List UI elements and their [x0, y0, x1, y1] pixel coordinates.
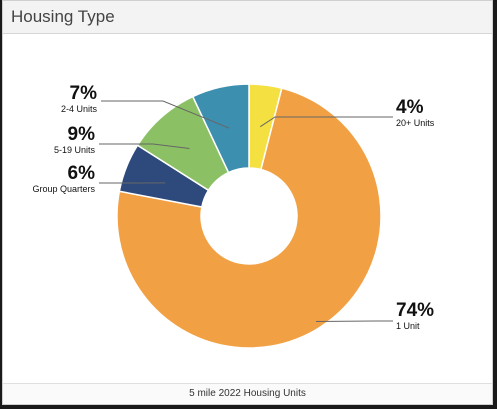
leader-line-20-units	[260, 116, 393, 128]
percent-label-20-units: 4%	[396, 97, 424, 118]
percent-label-2-4-units: 7%	[70, 83, 98, 104]
housing-type-donut-chart: 4%20+ Units 74%1 Unit 6%Group Quarters 9%5-…	[32, 83, 435, 349]
chart-caption: 5 mile 2022 Housing Units	[3, 383, 492, 404]
leader-line-5-19-units	[99, 143, 190, 149]
percent-label-5-19-units: 9%	[68, 124, 96, 145]
housing-type-card: Housing Type 4% 20+ Units 74% 1 Unit 6% Group…	[2, 0, 493, 405]
slice-1-unit	[116, 87, 382, 349]
category-label-5-19-units: 5-19 Units	[54, 145, 96, 155]
category-label-group-quarters: Group Quarters	[32, 184, 95, 194]
leader-line-1-unit	[315, 320, 393, 323]
percent-label-group-quarters: 6%	[68, 163, 96, 184]
category-label-2-4-units: 2-4 Units	[61, 104, 98, 114]
slice-2-4-units	[191, 83, 250, 174]
leader-line-2-4-units	[101, 100, 230, 129]
card-title: Housing Type	[11, 7, 115, 26]
category-label-1-unit: 1 Unit	[396, 321, 420, 331]
card-header: Housing Type	[3, 1, 492, 34]
category-label-20-units: 20+ Units	[396, 118, 435, 128]
percent-label-1-unit: 74%	[396, 300, 434, 321]
